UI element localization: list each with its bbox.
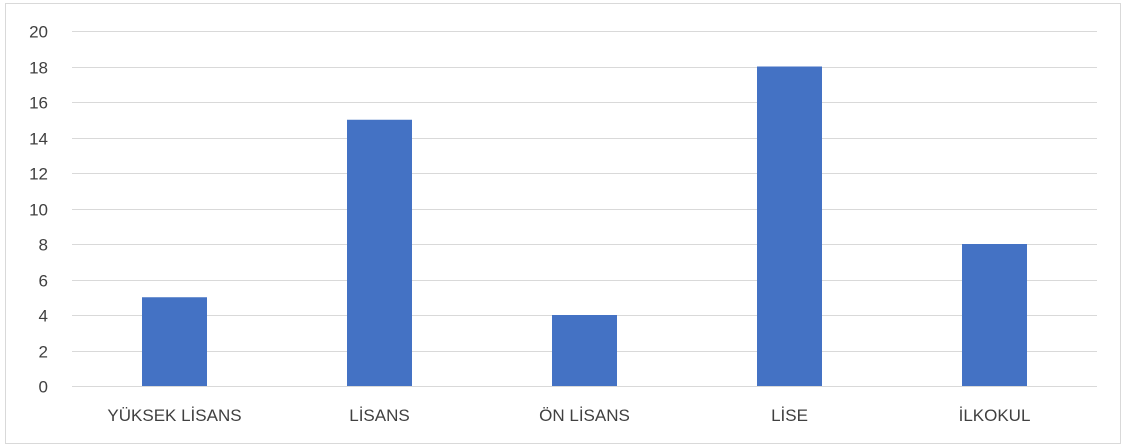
y-tick-label: 10 (29, 201, 48, 220)
bar (347, 119, 412, 386)
y-tick-label: 4 (39, 307, 48, 326)
x-category-label: LİSE (771, 406, 808, 425)
y-tick-label: 12 (29, 165, 48, 184)
gridlines (72, 31, 1097, 352)
y-tick-label: 0 (39, 378, 48, 397)
x-category-label: LİSANS (349, 406, 409, 425)
bars (142, 66, 1027, 386)
bar (757, 66, 822, 386)
bar (142, 297, 207, 386)
x-axis-category-labels: YÜKSEK LİSANS LİSANS ÖN LİSANS LİSE İLKOKUL (107, 406, 1030, 425)
x-category-label: ÖN LİSANS (539, 406, 630, 425)
y-tick-label: 20 (29, 23, 48, 42)
bar (552, 315, 617, 386)
x-category-label: İLKOKUL (959, 406, 1031, 425)
y-tick-label: 18 (29, 59, 48, 78)
y-tick-label: 16 (29, 94, 48, 113)
y-axis-tick-labels: 0 2 4 6 8 10 12 14 16 18 20 (29, 23, 48, 397)
y-tick-label: 8 (39, 236, 48, 255)
y-tick-label: 14 (29, 130, 48, 149)
x-category-label: YÜKSEK LİSANS (107, 406, 241, 425)
y-tick-label: 6 (39, 272, 48, 291)
y-tick-label: 2 (39, 343, 48, 362)
bar (962, 244, 1027, 386)
